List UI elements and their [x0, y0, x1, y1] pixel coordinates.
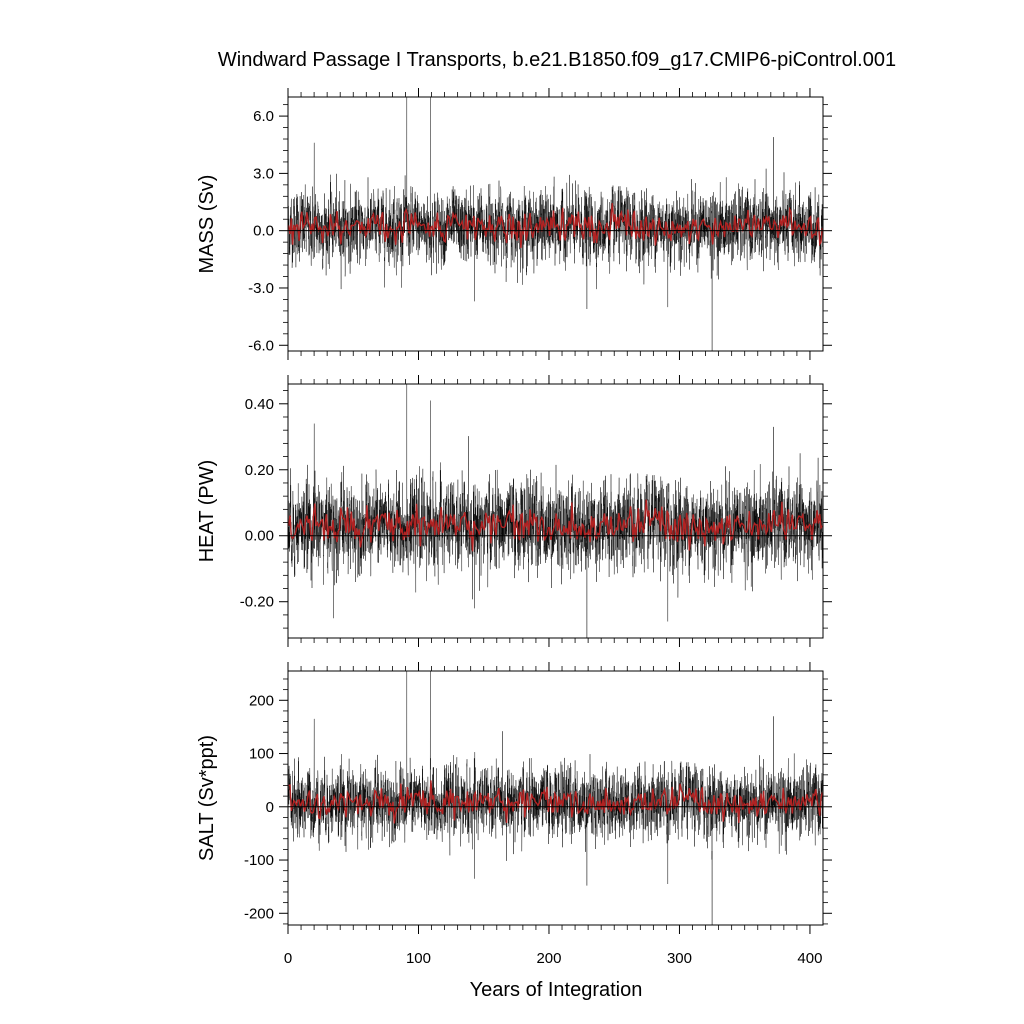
y-axis-label: SALT (Sv*ppt): [196, 735, 218, 861]
x-tick-label: 200: [536, 950, 561, 967]
y-tick-label: 0.20: [245, 462, 274, 479]
x-tick-label: 300: [667, 950, 692, 967]
y-tick-label: 200: [249, 692, 274, 709]
x-axis-label: Years of Integration: [470, 979, 643, 1001]
monthly-series-line: [288, 671, 823, 925]
y-axis-label: HEAT (PW): [196, 460, 218, 563]
y-tick-label: 0.00: [245, 528, 274, 545]
y-tick-label: -3.0: [248, 280, 274, 297]
y-tick-label: 100: [249, 746, 274, 763]
annual-mean-line: [288, 499, 823, 552]
y-tick-label: -0.20: [240, 594, 274, 611]
y-tick-label: -6.0: [248, 337, 274, 354]
mass-panel: -6.0 -3.0 0.0 3.0 6.0 MASS (Sv): [196, 88, 832, 360]
annual-mean-line: [288, 780, 823, 824]
monthly-series-line: [288, 384, 823, 638]
x-tick-label: 0: [284, 950, 292, 967]
x-tick-label: 400: [797, 950, 822, 967]
y-tick-label: -200: [244, 905, 274, 922]
heat-panel: -0.20 0.00 0.20 0.40 HEAT (PW): [196, 375, 832, 647]
y-tick-label: -100: [244, 852, 274, 869]
x-tick-label: 100: [406, 950, 431, 967]
chart-title: Windward Passage I Transports, b.e21.B18…: [218, 49, 896, 71]
y-tick-label: 3.0: [253, 165, 274, 182]
panel-frame: [287, 383, 824, 639]
y-tick-label: 0.0: [253, 223, 274, 240]
monthly-series-line: [288, 97, 823, 351]
panel-frame: [287, 96, 824, 352]
annual-mean-line: [288, 203, 823, 249]
y-tick-label: 0: [266, 799, 274, 816]
y-axis-label: MASS (Sv): [196, 175, 218, 274]
y-tick-label: 0.40: [245, 396, 274, 413]
panel-frame: [287, 670, 824, 926]
y-tick-label: 6.0: [253, 108, 274, 125]
salt-panel: -200 -100 0 100 200 0 100 200 300 400 SALT (Sv*ppt…: [196, 662, 832, 967]
